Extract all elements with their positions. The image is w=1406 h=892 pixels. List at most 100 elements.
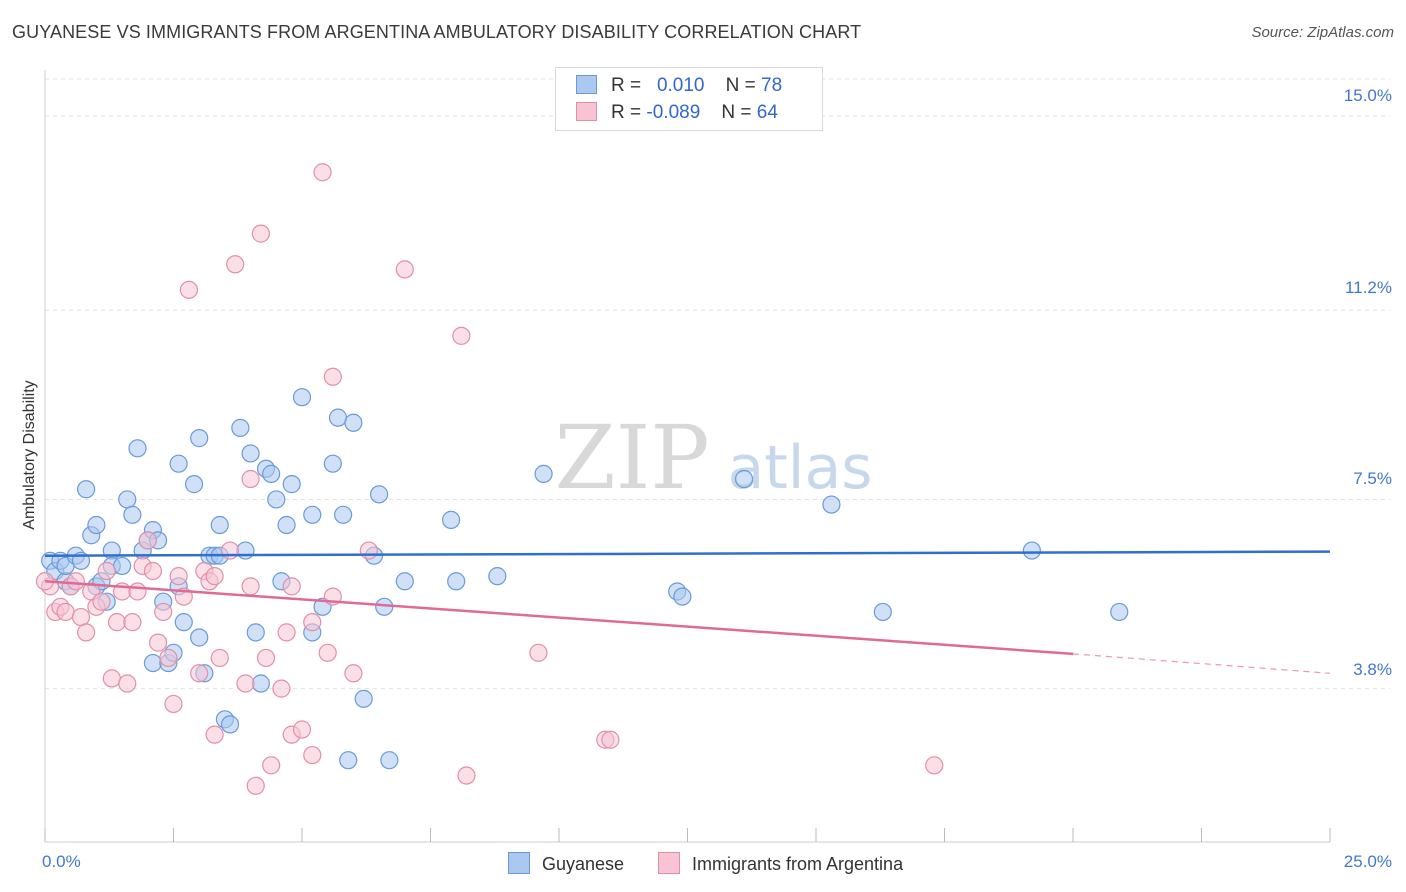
- guyanese-point: [370, 485, 389, 504]
- argentina-point: [251, 224, 270, 243]
- watermark-atlas: atlas: [728, 433, 873, 503]
- guyanese-point: [1022, 541, 1041, 560]
- argentina-point: [292, 720, 312, 739]
- argentina-point: [154, 602, 173, 622]
- legend-row-argentina: R = -0.089 N = 64: [576, 100, 778, 126]
- argentina-point: [452, 326, 471, 345]
- argentina-point: [256, 648, 276, 668]
- argentina-point: [246, 776, 265, 795]
- guyanese-point: [210, 515, 229, 535]
- argentina-point: [226, 255, 245, 274]
- r-value: 0.010: [656, 75, 705, 96]
- argentina-point: [395, 260, 414, 279]
- argentina-point: [138, 531, 157, 550]
- argentina-point: [66, 572, 85, 591]
- argentina-point: [97, 561, 116, 581]
- argentina-point: [236, 674, 255, 693]
- guyanese-point: [534, 464, 553, 483]
- legend-label: Guyanese: [542, 854, 625, 874]
- argentina-point: [205, 567, 224, 586]
- argentina-point: [303, 745, 322, 765]
- guyanese-point: [822, 495, 841, 514]
- argentina-point: [323, 367, 342, 386]
- argentina-point: [220, 541, 240, 560]
- guyanese-swatch: [508, 852, 530, 874]
- guyanese-point: [344, 413, 363, 432]
- axes: [44, 70, 1331, 843]
- r-value: -0.089: [646, 102, 701, 123]
- guyanese-point: [118, 490, 137, 509]
- guyanese-swatch: [576, 75, 597, 94]
- argentina-point: [169, 567, 188, 586]
- guyanese-point: [380, 751, 399, 770]
- chart-source: Source: ZipAtlas.com: [1251, 24, 1394, 41]
- grid-lines: [45, 78, 1390, 690]
- argentina-point: [159, 648, 178, 668]
- guyanese-point: [143, 653, 163, 673]
- r-label: R =: [611, 75, 642, 96]
- guyanese-point: [236, 541, 255, 560]
- argentina-point: [123, 613, 142, 632]
- argentina-point: [179, 280, 199, 299]
- y-tick-label: 3.8%: [1353, 660, 1392, 679]
- argentina-point: [143, 561, 163, 581]
- argentina-point: [282, 577, 301, 596]
- guyanese-point: [323, 454, 342, 473]
- argentina-point: [107, 613, 127, 632]
- argentina-point: [359, 541, 378, 560]
- argentina-point: [313, 163, 332, 182]
- argentina-points: [35, 163, 944, 795]
- argentina-point: [77, 623, 96, 642]
- r-label: R =: [611, 102, 642, 123]
- argentina-point: [56, 602, 75, 622]
- guyanese-point: [87, 515, 106, 535]
- guyanese-point: [267, 490, 286, 509]
- y-tick-label: 11.2%: [1345, 278, 1392, 297]
- guyanese-point: [277, 515, 296, 535]
- guyanese-point: [303, 505, 322, 524]
- argentina-swatch: [658, 852, 680, 874]
- legend-row-guyanese: R = 0.010 N = 78: [576, 73, 782, 99]
- guyanese-point: [262, 464, 281, 483]
- argentina-point: [529, 643, 548, 662]
- guyanese-point: [246, 623, 265, 642]
- guyanese-point: [354, 689, 373, 708]
- argentina-point: [210, 648, 229, 668]
- watermark: ZIP atlas: [554, 406, 872, 509]
- argentina-point: [457, 766, 476, 785]
- argentina-point: [344, 664, 363, 683]
- guyanese-point: [190, 628, 209, 647]
- guyanese-point: [328, 408, 348, 427]
- y-tick-label: 15.0%: [1343, 86, 1392, 105]
- y-axis-label: Ambulatory Disability: [21, 380, 38, 530]
- argentina-point: [241, 577, 260, 596]
- argentina-point: [148, 633, 168, 652]
- guyanese-point: [77, 480, 96, 499]
- argentina-point: [190, 664, 209, 683]
- guyanese-point: [339, 751, 358, 770]
- guyanese-point: [395, 572, 414, 591]
- argentina-swatch: [576, 102, 597, 121]
- argentina-point: [102, 669, 121, 688]
- guyanese-point: [169, 454, 188, 473]
- guyanese-point: [190, 429, 209, 448]
- n-label: N =: [725, 75, 756, 96]
- argentina-point: [925, 756, 944, 775]
- argentina-point: [277, 623, 296, 642]
- argentina-point: [318, 643, 337, 662]
- argentina-point: [272, 679, 291, 698]
- legend-item-argentina: Immigrants from Argentina: [658, 852, 903, 875]
- guyanese-point: [441, 510, 461, 530]
- stats-legend: R = 0.010 N = 78 R = -0.089 N = 64: [555, 67, 823, 131]
- argentina-point: [118, 674, 137, 693]
- guyanese-point: [128, 439, 147, 458]
- guyanese-point: [251, 674, 270, 693]
- guyanese-point: [488, 567, 507, 586]
- watermark-zip: ZIP: [554, 406, 709, 509]
- argentina-point: [71, 607, 91, 627]
- guyanese-point: [292, 388, 312, 407]
- x-tick-label: 25.0%: [1343, 852, 1392, 871]
- argentina-point: [303, 613, 322, 632]
- y-tick-label: 7.5%: [1353, 469, 1392, 488]
